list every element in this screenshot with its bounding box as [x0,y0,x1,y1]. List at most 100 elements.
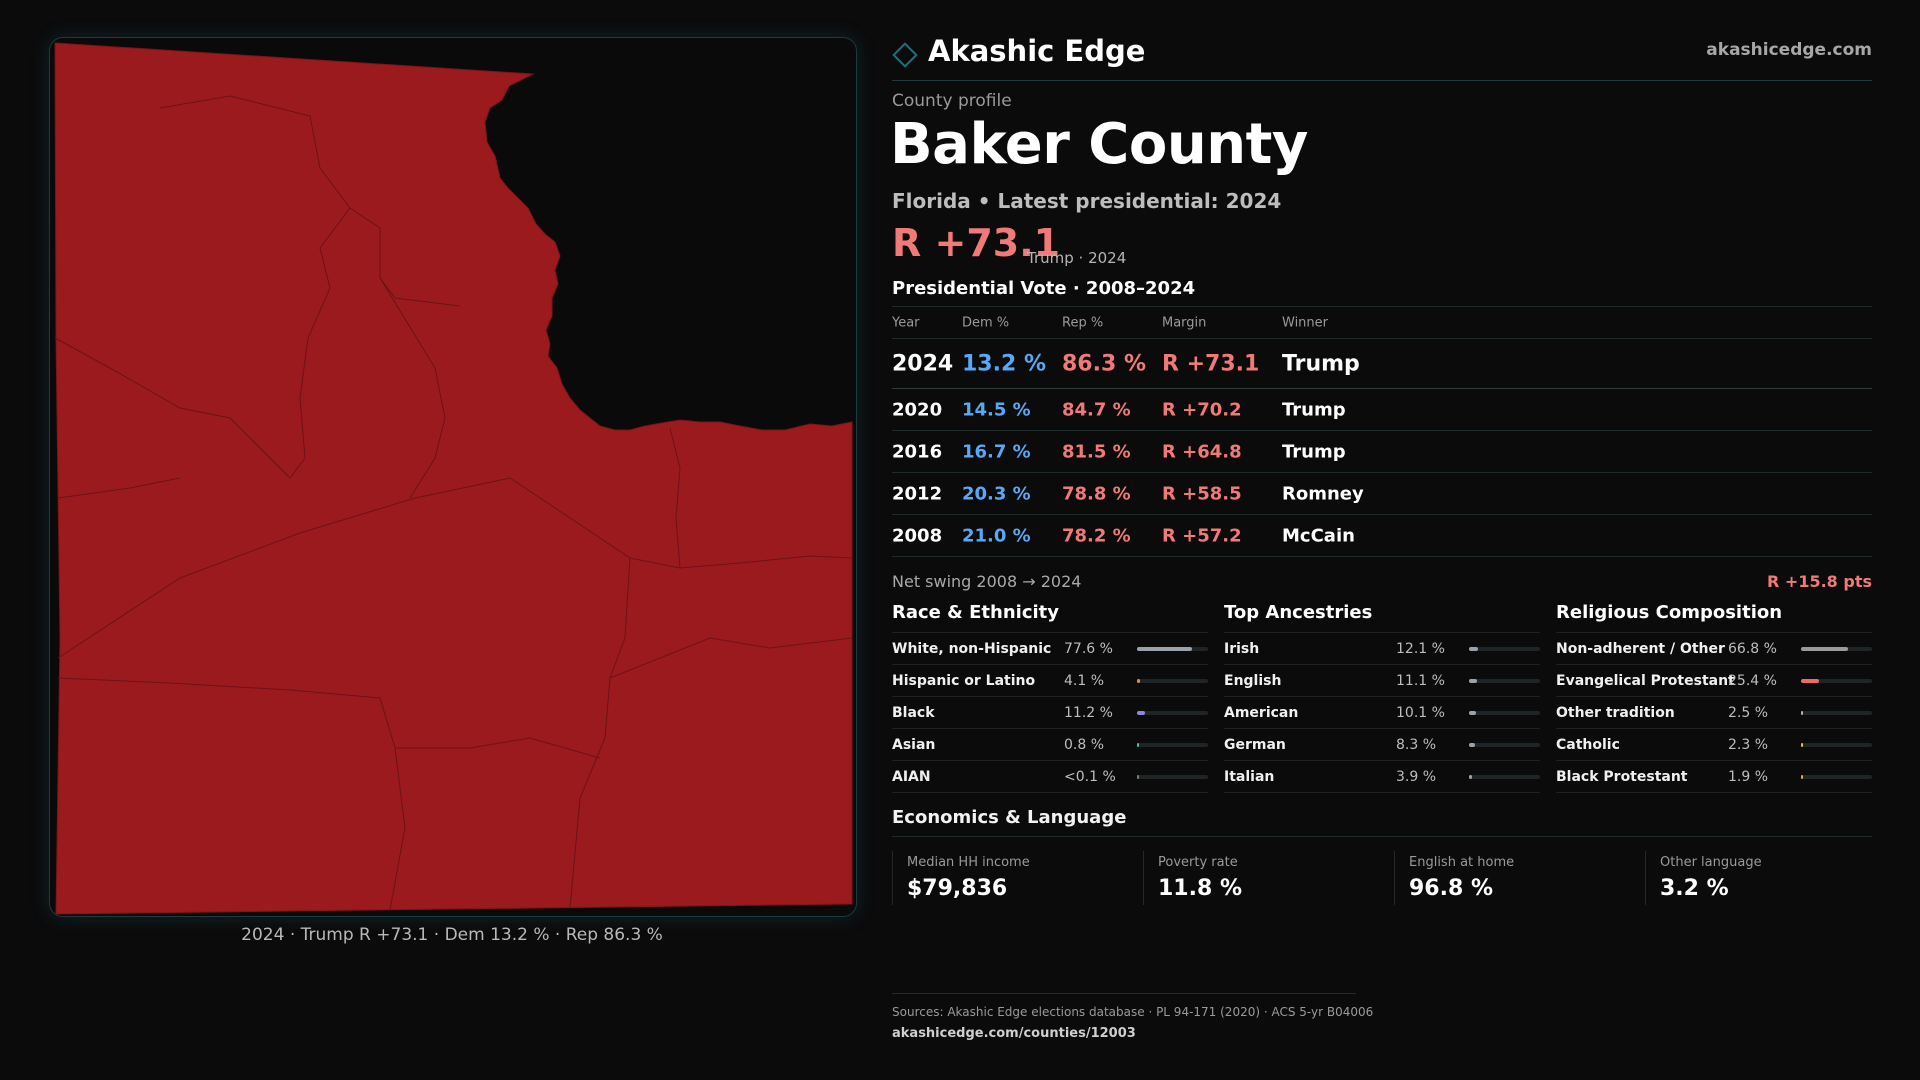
ancestry-section-title: Top Ancestries [1224,602,1373,623]
stat-bar-fill [1469,647,1478,651]
sources-text: Sources: Akashic Edge elections database… [892,1005,1374,1019]
econ-value: 11.8 % [1158,876,1242,901]
stat-value: 11.2 % [1064,705,1113,721]
net-swing-value: R +15.8 pts [1767,572,1872,591]
stat-bar-track [1137,679,1208,683]
row-rep: 86.3 % [1062,351,1146,376]
table-row: 2020 14.5 % 84.7 % R +70.2 Trump [892,389,1872,431]
stat-row: Irish 12.1 % [1224,632,1540,665]
stat-row: Hispanic or Latino 4.1 % [892,665,1208,697]
religion-list: Non-adherent / Other 66.8 % Evangelical Pr… [1556,632,1872,793]
stat-label: English [1224,673,1282,689]
brand-name: Akashic Edge [928,34,1146,68]
econ-english-home: English at home 96.8 % [1394,851,1649,905]
net-swing: Net swing 2008 → 2024 R +15.8 pts [892,572,1872,591]
header-winner: Winner [1282,315,1329,330]
net-swing-label: Net swing 2008 → 2024 [892,572,1082,591]
stat-bar-fill [1801,743,1803,747]
econ-label: English at home [1409,855,1515,870]
econ-label: Median HH income [907,855,1030,870]
county-map[interactable] [49,37,857,917]
row-winner: Trump [1282,399,1346,420]
stat-row: Italian 3.9 % [1224,761,1540,793]
stat-bar-track [1469,775,1540,779]
county-shape[interactable] [54,42,853,915]
row-year: 2012 [892,483,943,504]
stat-row: White, non-Hispanic 77.6 % [892,632,1208,665]
stat-value: 0.8 % [1064,737,1105,753]
stat-bar-track [1801,679,1872,683]
headline-margin-note: Trump · 2024 [1027,249,1127,267]
stat-bar-fill [1137,647,1192,651]
stat-bar-fill [1801,647,1848,651]
row-winner: Trump [1282,441,1346,462]
econ-value: $79,836 [907,876,1008,901]
row-margin: R +57.2 [1162,525,1242,546]
stat-bar-track [1469,743,1540,747]
econ-label: Poverty rate [1158,855,1238,870]
row-dem: 20.3 % [962,483,1031,504]
table-row: 2012 20.3 % 78.8 % R +58.5 Romney [892,473,1872,515]
stat-label: Evangelical Protestant [1556,673,1735,689]
table-row: 2008 21.0 % 78.2 % R +57.2 McCain [892,515,1872,557]
stat-label: Hispanic or Latino [892,673,1036,689]
stat-row: Non-adherent / Other 66.8 % [1556,632,1872,665]
stat-value: 2.3 % [1728,737,1769,753]
stat-value: 11.1 % [1396,673,1445,689]
econ-other-language: Other language 3.2 % [1645,851,1900,905]
row-margin: R +58.5 [1162,483,1242,504]
row-dem: 21.0 % [962,525,1031,546]
econ-median-income: Median HH income $79,836 [892,851,1147,905]
stat-value: <0.1 % [1064,769,1116,785]
row-rep: 81.5 % [1062,441,1131,462]
row-rep: 78.8 % [1062,483,1131,504]
stat-bar-fill [1469,775,1472,779]
row-rep: 84.7 % [1062,399,1131,420]
stat-value: 25.4 % [1728,673,1777,689]
row-dem: 14.5 % [962,399,1031,420]
stat-row: Asian 0.8 % [892,729,1208,761]
row-margin: R +64.8 [1162,441,1242,462]
stat-value: 4.1 % [1064,673,1105,689]
stat-bar-track [1801,775,1872,779]
row-year: 2008 [892,525,943,546]
stat-label: Catholic [1556,737,1620,753]
stat-bar-track [1137,711,1208,715]
table-row: 2024 13.2 % 86.3 % R +73.1 Trump [892,339,1872,389]
stat-bar-fill [1137,679,1140,683]
econ-value: 3.2 % [1660,876,1729,901]
stat-bar-track [1469,679,1540,683]
brand-header: Akashic Edge akashicedge.com [892,30,1872,81]
stat-label: Black [892,705,935,721]
brand-url-link[interactable]: akashicedge.com [1706,40,1872,60]
stat-bar-track [1801,647,1872,651]
stat-label: AIAN [892,769,931,785]
stat-row: German 8.3 % [1224,729,1540,761]
stat-bar-fill [1137,711,1145,715]
stat-bar-track [1469,711,1540,715]
stat-bar-track [1137,775,1208,779]
row-winner: Romney [1282,483,1364,504]
header-year: Year [892,315,920,330]
header-rep: Rep % [1062,315,1104,330]
stat-value: 66.8 % [1728,641,1777,657]
stat-row: Black Protestant 1.9 % [1556,761,1872,793]
stat-bar-fill [1469,711,1476,715]
vote-section-title: Presidential Vote · 2008–2024 [892,278,1196,299]
stat-label: American [1224,705,1299,721]
stat-label: Black Protestant [1556,769,1688,785]
county-shape-svg [54,42,853,915]
stat-bar-track [1137,647,1208,651]
race-list: White, non-Hispanic 77.6 % Hispanic or Lat… [892,632,1208,793]
county-title: Baker County [890,112,1308,177]
row-dem: 13.2 % [962,351,1046,376]
stat-label: Other tradition [1556,705,1675,721]
stat-bar-fill [1137,775,1139,779]
stat-value: 77.6 % [1064,641,1113,657]
source-url-link[interactable]: akashicedge.com/counties/12003 [892,1026,1136,1041]
row-winner: McCain [1282,525,1355,546]
map-caption: 2024 · Trump R +73.1 · Dem 13.2 % · Rep … [241,925,663,945]
stat-value: 12.1 % [1396,641,1445,657]
stat-label: Asian [892,737,936,753]
stat-row: Evangelical Protestant 25.4 % [1556,665,1872,697]
